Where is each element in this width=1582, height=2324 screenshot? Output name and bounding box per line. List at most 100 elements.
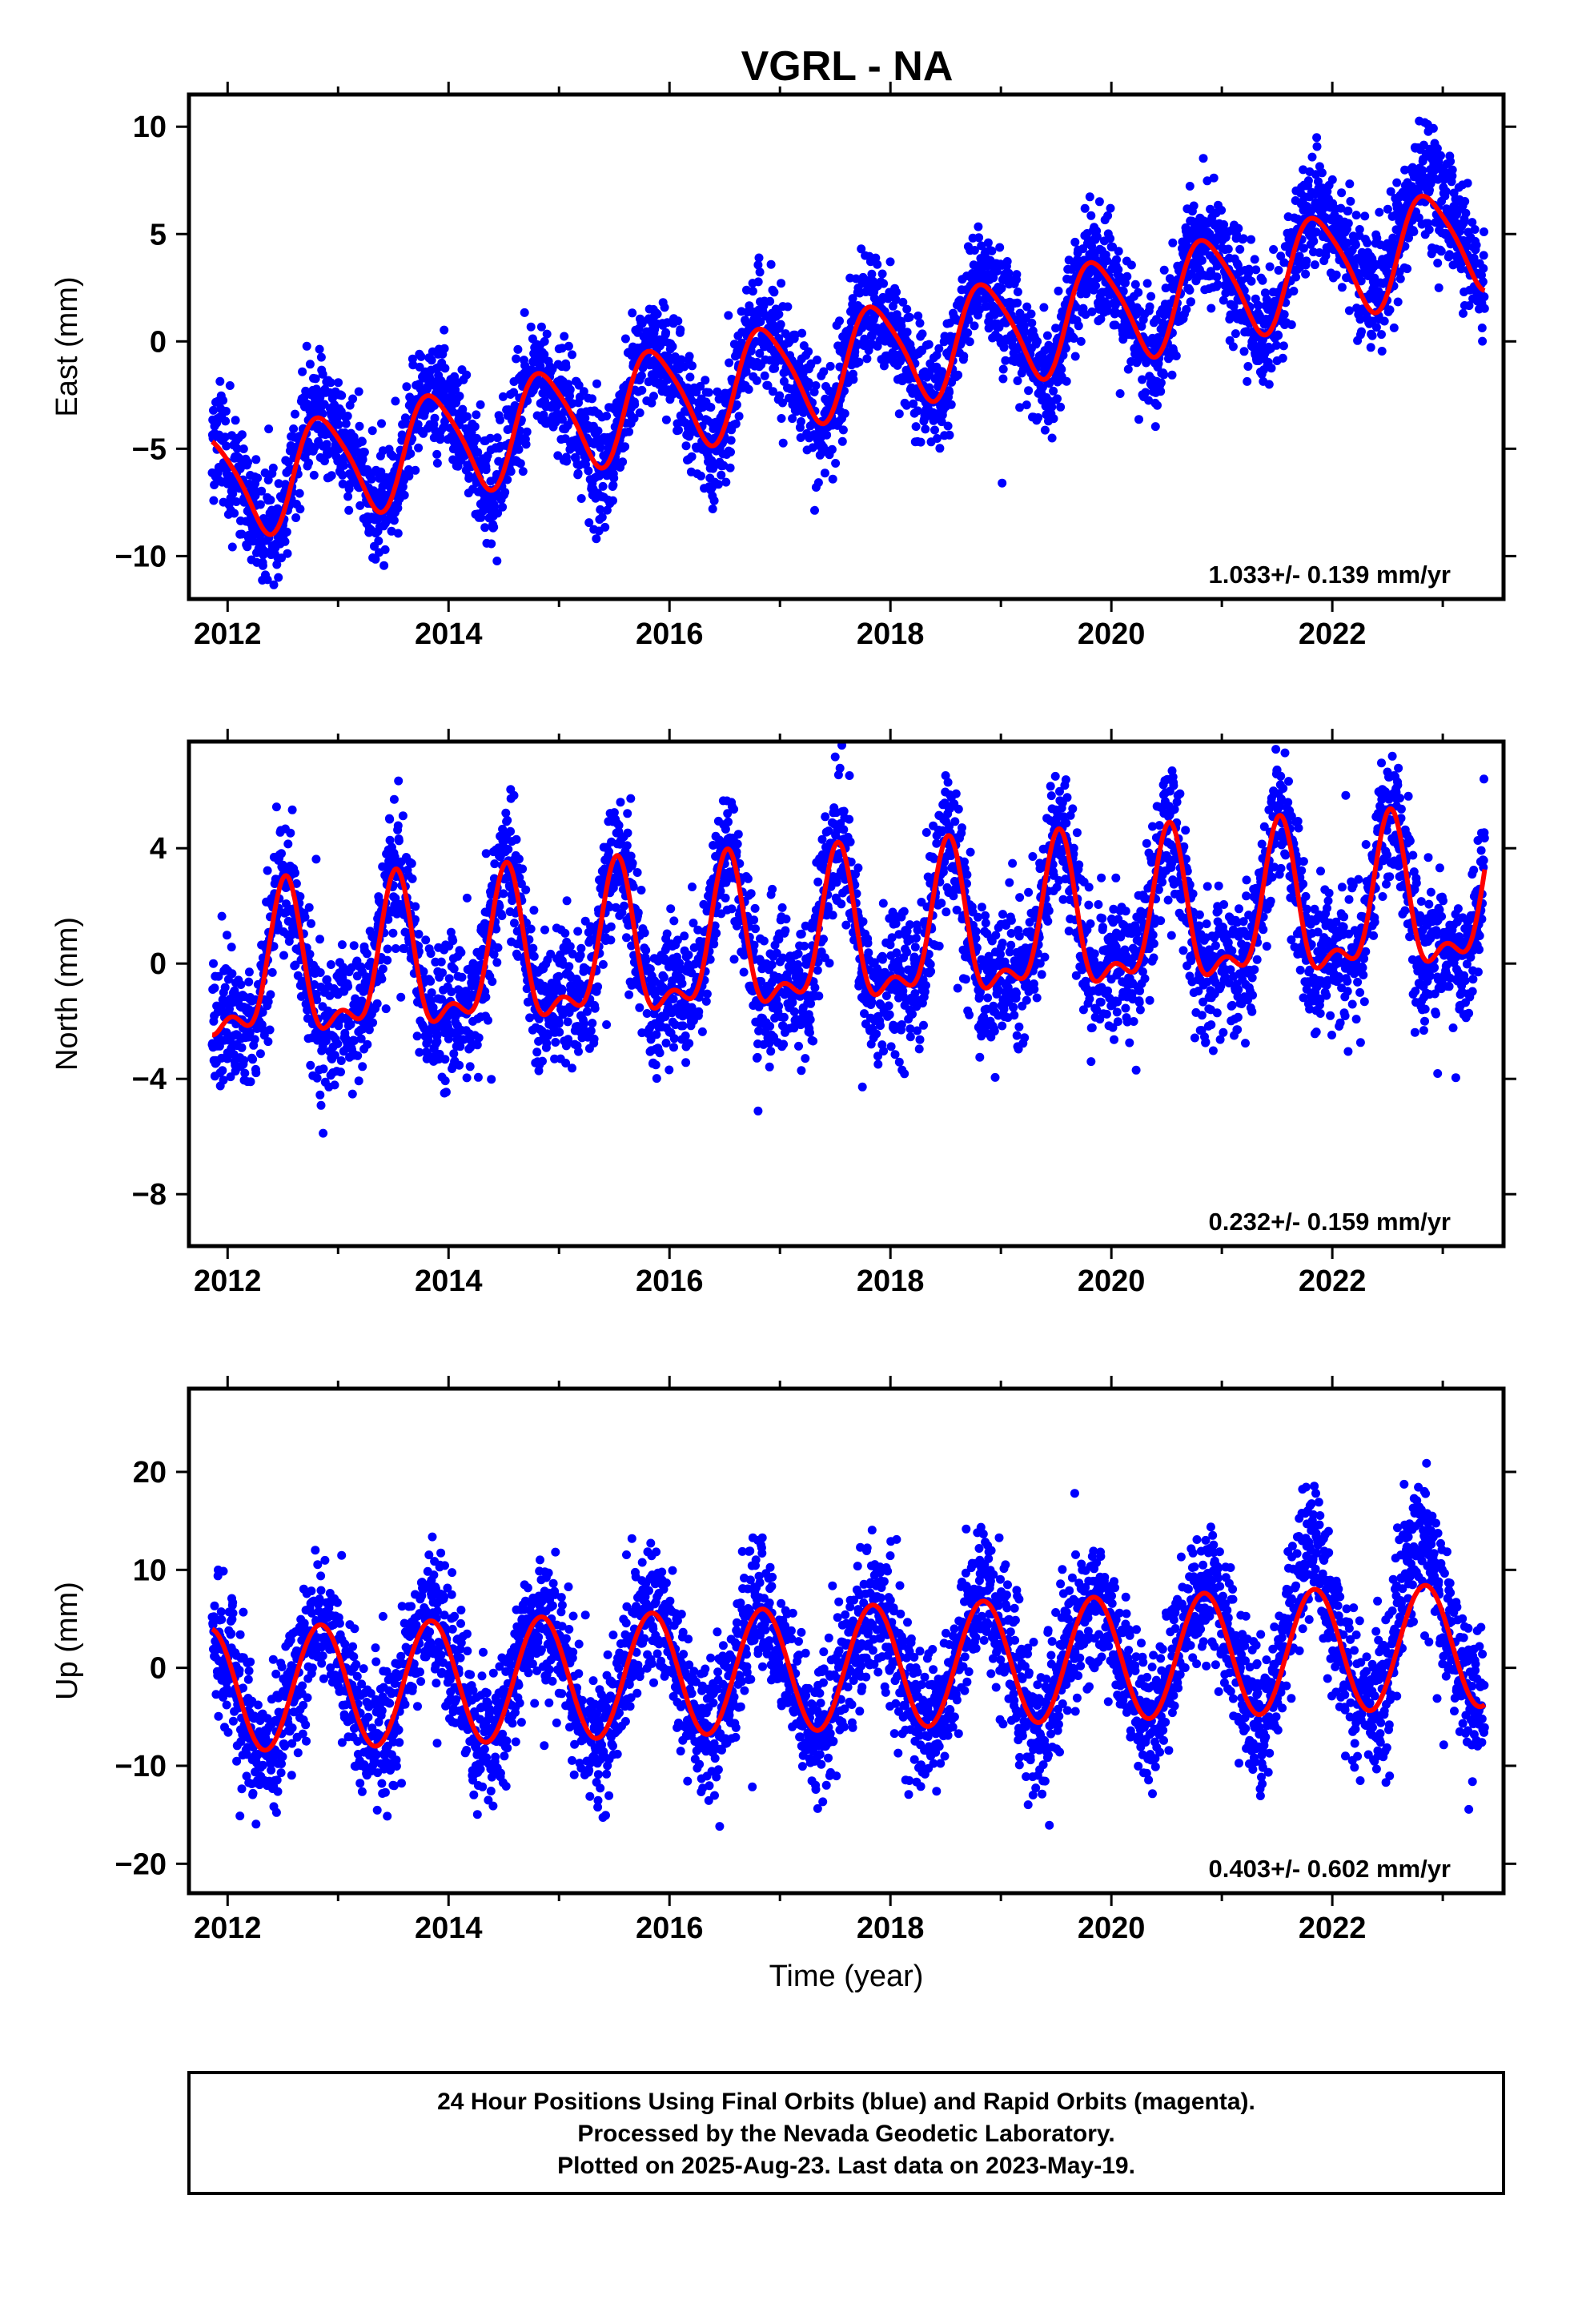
north-point [396, 992, 406, 1002]
east-point [432, 449, 442, 459]
east-point [706, 403, 716, 412]
east-point [902, 328, 912, 337]
east-point [804, 378, 813, 387]
east-point [1234, 223, 1243, 233]
east-point [1389, 323, 1399, 332]
east-point [1203, 176, 1212, 186]
east-point [1307, 152, 1317, 162]
east-point [1015, 403, 1025, 412]
east-point [221, 407, 231, 416]
east-point [1371, 323, 1381, 332]
east-point [954, 370, 963, 380]
east-point [783, 302, 793, 312]
east-point [1159, 370, 1169, 380]
east-point [1363, 238, 1372, 247]
east-point [754, 253, 764, 263]
east-point [766, 259, 776, 269]
east-point [644, 377, 653, 387]
east-point [635, 408, 644, 417]
east-point [489, 522, 499, 532]
north-point [488, 977, 497, 987]
north-point [286, 828, 295, 838]
east-point [741, 367, 751, 376]
east-point [660, 303, 669, 312]
east-point [685, 372, 695, 382]
east-point [266, 495, 275, 505]
east-point [1337, 283, 1347, 292]
east-point [274, 479, 283, 489]
north-point [426, 976, 436, 986]
east-point [1080, 203, 1090, 213]
east-point [1022, 302, 1032, 312]
east-point [1182, 304, 1191, 314]
east-point [726, 448, 735, 456]
north-point [255, 1049, 265, 1059]
north-point [438, 968, 447, 978]
east-point [1228, 342, 1238, 352]
east-point [1386, 187, 1395, 196]
east-point [1445, 250, 1454, 259]
east-point [225, 381, 235, 390]
north-point [411, 902, 420, 911]
north-point [240, 1068, 250, 1078]
east-point [1264, 380, 1274, 389]
east-point [1258, 275, 1267, 285]
east-point [1070, 237, 1080, 247]
east-point [1459, 308, 1468, 318]
north-point [227, 943, 236, 952]
east-point [219, 396, 228, 405]
east-point [1331, 270, 1341, 279]
east-point [763, 380, 773, 390]
north-point [358, 1062, 367, 1072]
north-point [353, 1051, 363, 1060]
east-point [237, 430, 247, 440]
east-point [427, 356, 436, 365]
east-point [1291, 272, 1301, 282]
east-point [790, 330, 800, 340]
east-point [820, 468, 829, 478]
east-point [1432, 143, 1442, 153]
north-point [391, 944, 400, 953]
east-point [916, 437, 926, 447]
east-point [1479, 263, 1488, 273]
east-point [462, 412, 472, 421]
east-point [1456, 264, 1466, 274]
east-point [873, 259, 882, 269]
east-point [683, 383, 693, 392]
east-point [359, 448, 369, 457]
east-point [804, 347, 813, 356]
east-point [1409, 227, 1419, 236]
north-point [383, 955, 392, 965]
east-point [404, 464, 413, 474]
north-point [219, 1076, 228, 1085]
east-point [354, 387, 363, 396]
north-point [210, 983, 219, 993]
east-point [661, 328, 671, 337]
east-point [1468, 218, 1477, 227]
east-point [1343, 238, 1352, 247]
north-point [265, 1025, 275, 1035]
east-point [1013, 298, 1022, 308]
east-point [235, 453, 244, 463]
east-point [1295, 251, 1304, 261]
east-point [209, 405, 218, 415]
east-point [520, 308, 529, 317]
north-point [377, 975, 387, 983]
east-point [470, 422, 480, 432]
north-point [220, 983, 230, 992]
east-point [222, 441, 231, 451]
east-point [536, 322, 546, 332]
east-point [677, 355, 686, 364]
east-point [998, 374, 1008, 384]
north-point [347, 1089, 357, 1099]
east-point [1447, 165, 1457, 175]
east-point [1058, 351, 1068, 360]
east-point [1436, 151, 1445, 160]
east-point [1150, 422, 1160, 432]
x-tick-label: 2018 [857, 617, 925, 651]
north-point [383, 944, 392, 954]
east-point [753, 260, 763, 270]
north-point [484, 1015, 492, 1025]
north-point [267, 967, 277, 977]
